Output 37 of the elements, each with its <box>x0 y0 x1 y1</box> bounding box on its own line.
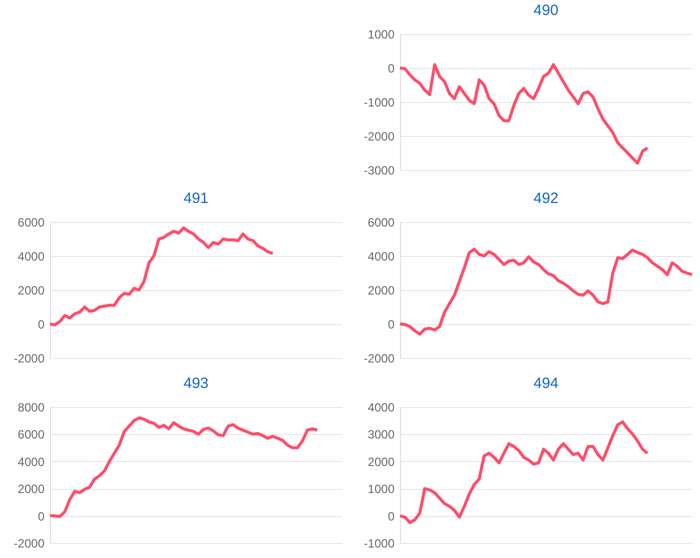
chart-title: 493 <box>183 375 209 392</box>
y-tick-label: 2000 <box>18 284 45 298</box>
line-series <box>398 420 649 524</box>
line-series <box>398 248 694 336</box>
y-tick-label: 0 <box>388 62 395 76</box>
y-tick-label: -2000 <box>14 352 45 366</box>
chart-title: 494 <box>533 375 559 392</box>
y-tick-label: 4000 <box>368 400 395 414</box>
y-tick-label: 2000 <box>18 482 45 496</box>
y-tick-label: -2000 <box>14 536 45 550</box>
y-tick-label: 6000 <box>18 428 45 442</box>
y-tick-label: 6000 <box>368 216 395 230</box>
y-tick-label: -1000 <box>364 96 395 110</box>
y-tick-label: 3000 <box>368 428 395 442</box>
y-tick-label: 1000 <box>368 482 395 496</box>
y-tick-label: 0 <box>38 509 45 524</box>
y-tick-label: -3000 <box>364 164 395 178</box>
line-series <box>398 63 649 165</box>
y-tick-label: -1000 <box>364 536 395 550</box>
chart-title: 490 <box>533 2 559 19</box>
y-tick-label: 4000 <box>368 250 395 264</box>
y-tick-label: 8000 <box>18 400 45 414</box>
line-series <box>48 226 274 326</box>
y-tick-label: 4000 <box>18 250 45 264</box>
y-tick-label: -2000 <box>364 352 395 366</box>
y-tick-label: 2000 <box>368 284 395 298</box>
y-tick-label: 4000 <box>18 454 45 469</box>
chart-title: 492 <box>533 190 559 207</box>
chart-title: 491 <box>183 190 209 207</box>
line-series <box>48 416 319 518</box>
y-tick-label: 1000 <box>368 28 395 42</box>
y-tick-label: 0 <box>388 509 395 524</box>
y-tick-label: -2000 <box>364 130 395 144</box>
y-tick-label: 6000 <box>18 216 45 230</box>
y-tick-label: 0 <box>38 318 45 332</box>
y-tick-label: 0 <box>388 318 395 332</box>
y-tick-label: 2000 <box>368 454 395 469</box>
